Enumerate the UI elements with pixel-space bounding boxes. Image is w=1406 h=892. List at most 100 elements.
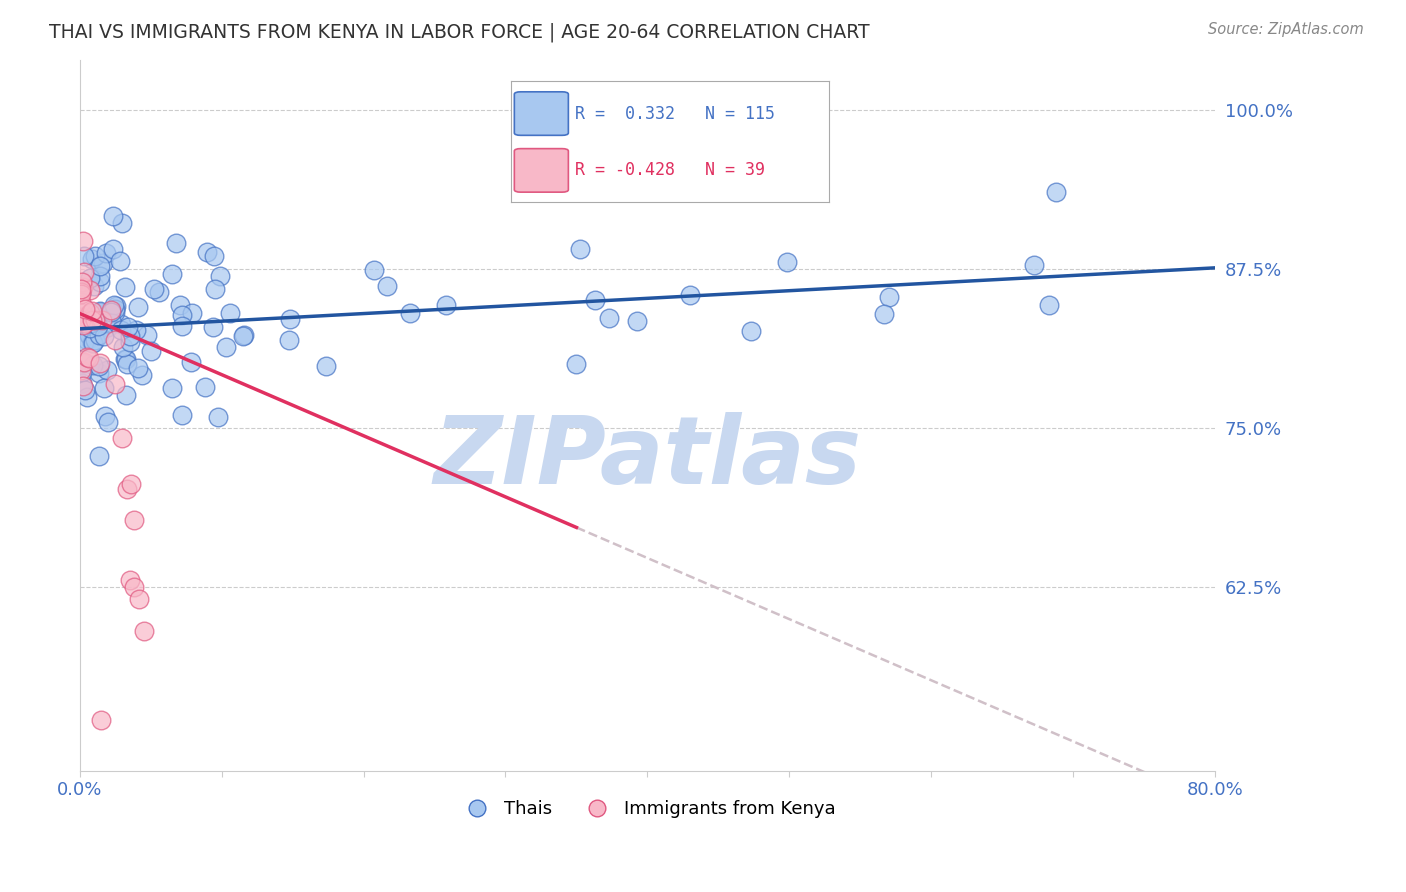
Point <box>89 276 111 290</box>
Point <box>127 301 149 315</box>
Point <box>73 249 96 263</box>
Point <box>110 254 132 268</box>
Point <box>740 324 762 338</box>
Point <box>202 249 225 263</box>
Point <box>84 318 107 332</box>
Point <box>70 287 93 301</box>
Point <box>100 302 122 317</box>
Point <box>215 340 238 354</box>
Point <box>103 301 125 316</box>
Point <box>626 314 648 328</box>
Point <box>80 252 103 266</box>
Point <box>125 323 148 337</box>
Point <box>136 327 159 342</box>
Point <box>204 282 226 296</box>
Legend: Thais, Immigrants from Kenya: Thais, Immigrants from Kenya <box>451 793 844 826</box>
Point <box>202 320 225 334</box>
Point <box>87 327 110 342</box>
Point <box>83 249 105 263</box>
Point <box>96 315 118 329</box>
Point <box>90 713 112 727</box>
Point <box>80 316 103 330</box>
Point <box>72 306 94 320</box>
Point <box>76 333 98 347</box>
Point <box>398 306 420 320</box>
Point <box>132 624 155 638</box>
Point <box>89 355 111 369</box>
Point <box>434 298 457 312</box>
Point <box>110 318 132 332</box>
Point <box>75 301 97 316</box>
Point <box>169 298 191 312</box>
Point <box>117 357 139 371</box>
Point <box>120 477 142 491</box>
Point <box>114 279 136 293</box>
Point <box>79 271 101 285</box>
Point <box>77 327 100 342</box>
Point <box>93 409 115 424</box>
Point <box>195 244 218 259</box>
Point <box>315 359 337 373</box>
Point <box>128 592 150 607</box>
Point <box>89 304 111 318</box>
Point <box>1022 258 1045 272</box>
Point <box>72 318 94 333</box>
Point <box>180 355 202 369</box>
Point <box>82 304 104 318</box>
Point <box>160 382 183 396</box>
Point <box>70 366 93 380</box>
Point <box>165 235 187 250</box>
Point <box>104 300 127 314</box>
Point <box>100 316 122 330</box>
Point <box>100 305 122 319</box>
Point <box>877 290 900 304</box>
Text: ZIPatlas: ZIPatlas <box>433 412 862 504</box>
Point <box>194 380 217 394</box>
Point <box>117 319 139 334</box>
Point <box>91 316 114 330</box>
Point <box>111 431 134 445</box>
Point <box>278 333 301 347</box>
Point <box>118 573 141 587</box>
Point <box>82 313 104 327</box>
Point <box>70 295 93 310</box>
Point <box>103 298 125 312</box>
Point <box>82 335 104 350</box>
Point <box>72 234 94 248</box>
Point <box>70 275 93 289</box>
Point <box>89 366 111 380</box>
Point <box>83 279 105 293</box>
Point <box>77 327 100 342</box>
Point <box>873 307 896 321</box>
Point <box>82 358 104 372</box>
Point <box>104 304 127 318</box>
Point <box>104 333 127 347</box>
Point <box>89 269 111 284</box>
Point <box>70 376 93 391</box>
Point <box>70 285 93 300</box>
Point <box>278 311 301 326</box>
Point <box>122 580 145 594</box>
Point <box>73 383 96 397</box>
Point <box>76 390 98 404</box>
Point <box>86 307 108 321</box>
Point <box>70 282 93 296</box>
Point <box>83 333 105 347</box>
Point <box>76 350 98 364</box>
Point <box>101 242 124 256</box>
Point <box>172 308 194 322</box>
Point <box>79 283 101 297</box>
Point <box>70 362 93 376</box>
Point <box>79 320 101 334</box>
Point <box>97 416 120 430</box>
Point <box>569 242 592 256</box>
Point <box>73 355 96 369</box>
Point <box>112 340 135 354</box>
Point <box>89 304 111 318</box>
Point <box>142 282 165 296</box>
Point <box>170 318 193 333</box>
Point <box>73 265 96 279</box>
Point <box>89 305 111 319</box>
Point <box>219 306 242 320</box>
Point <box>94 316 117 330</box>
